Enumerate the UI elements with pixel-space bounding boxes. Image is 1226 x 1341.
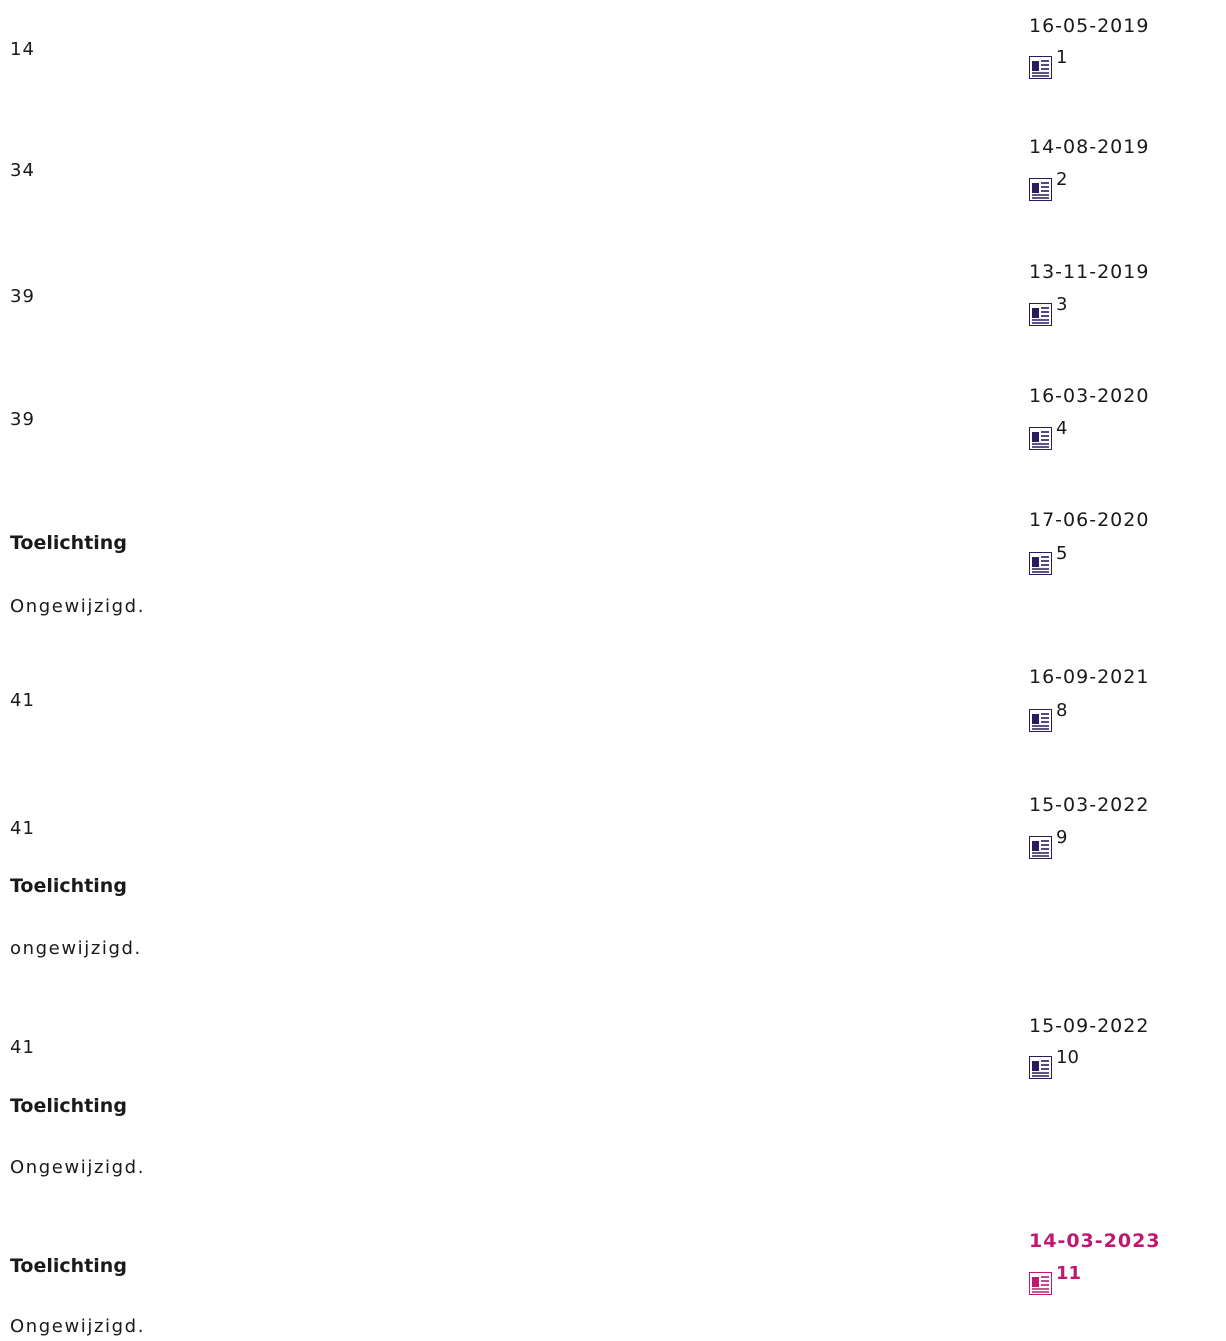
version-number: 2 [1056,169,1068,190]
version-number: 11 [1056,1263,1082,1284]
explanation-heading: Toelichting [10,1255,127,1277]
number-value: 41 [10,1037,35,1058]
version-link[interactable]: 4 [1029,418,1068,450]
number-value: 34 [10,160,35,181]
version-date: 14-03-2023 [1029,1230,1161,1252]
version-number: 10 [1056,1047,1079,1068]
version-link[interactable]: 5 [1029,543,1068,575]
version-link[interactable]: 2 [1029,169,1068,201]
version-number: 1 [1056,47,1068,68]
version-date: 17-06-2020 [1029,509,1150,531]
version-number: 8 [1056,700,1068,721]
version-date: 14-08-2019 [1029,136,1150,158]
explanation-text: ongewijzigd. [10,938,142,959]
version-link[interactable]: 3 [1029,294,1068,326]
document-icon [1029,1272,1052,1295]
number-value: 41 [10,818,35,839]
version-number: 4 [1056,418,1068,439]
document-icon [1029,1056,1052,1079]
document-icon [1029,56,1052,79]
document-icon [1029,709,1052,732]
number-value: 14 [10,39,35,60]
document-icon [1029,552,1052,575]
number-value: 39 [10,409,35,430]
explanation-text: Ongewijzigd. [10,1157,146,1178]
document-icon [1029,178,1052,201]
version-link[interactable]: 1 [1029,47,1068,79]
version-number: 3 [1056,294,1068,315]
version-date: 16-05-2019 [1029,15,1150,37]
explanation-heading: Toelichting [10,1095,127,1117]
version-number: 9 [1056,827,1068,848]
explanation-heading: Toelichting [10,532,127,554]
explanation-text: Ongewijzigd. [10,1316,146,1337]
version-date: 15-03-2022 [1029,794,1150,816]
version-link[interactable]: 10 [1029,1047,1079,1079]
document-icon [1029,836,1052,859]
document-icon [1029,303,1052,326]
explanation-heading: Toelichting [10,875,127,897]
version-link[interactable]: 8 [1029,700,1068,732]
version-date: 16-09-2021 [1029,666,1150,688]
version-number: 5 [1056,543,1068,564]
number-value: 41 [10,690,35,711]
document-icon [1029,427,1052,450]
version-link[interactable]: 11 [1029,1263,1082,1295]
explanation-text: Ongewijzigd. [10,596,146,617]
version-date: 15-09-2022 [1029,1015,1150,1037]
number-value: 39 [10,286,35,307]
version-link[interactable]: 9 [1029,827,1068,859]
version-date: 13-11-2019 [1029,261,1150,283]
version-date: 16-03-2020 [1029,385,1150,407]
